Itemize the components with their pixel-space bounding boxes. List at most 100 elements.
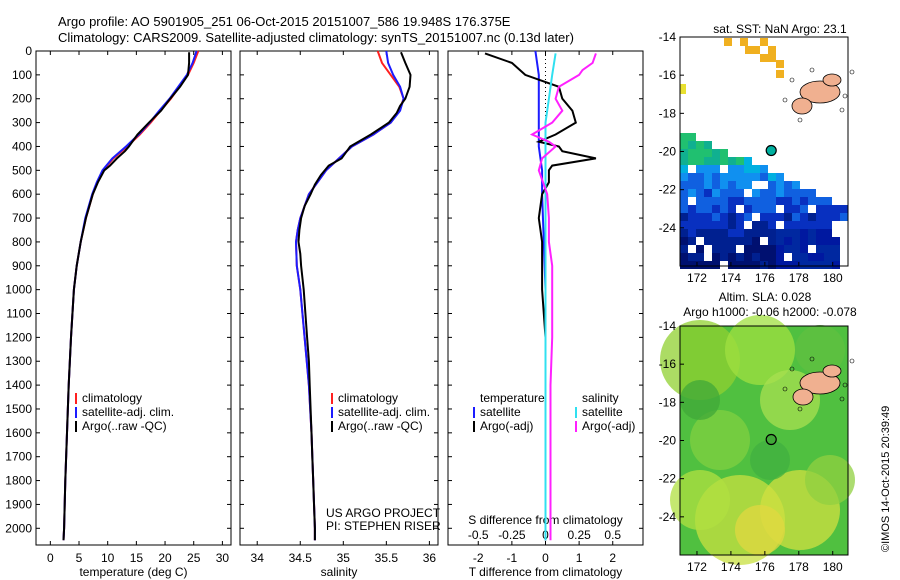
sst-cell xyxy=(816,229,824,237)
sst-cell xyxy=(720,221,728,229)
sst-cell-warm xyxy=(745,46,753,54)
sst-cell xyxy=(680,229,688,237)
sst-cell xyxy=(688,141,696,149)
sla-map-title: Altim. SLA: 0.028 xyxy=(719,290,812,304)
sst-cell xyxy=(840,205,848,213)
sst-cell xyxy=(680,149,688,157)
sst-cell xyxy=(784,213,792,221)
sst-cell xyxy=(712,245,720,253)
map-y-tick-label: -18 xyxy=(659,106,677,120)
sst-cell xyxy=(704,165,712,173)
sla-blob xyxy=(795,325,845,375)
sst-cell xyxy=(728,189,736,197)
sla-blob xyxy=(670,470,730,530)
map-x-tick-label: 180 xyxy=(823,560,843,574)
sst-cell xyxy=(704,261,712,269)
argo-position-marker xyxy=(765,144,777,157)
legend-title-salinity: salinity xyxy=(582,391,619,405)
sst-cell xyxy=(816,253,824,261)
sst-cell xyxy=(720,229,728,237)
sst-cell xyxy=(736,173,744,181)
map-y-tick-label: -16 xyxy=(659,357,677,371)
sst-cell xyxy=(720,237,728,245)
sst-cell xyxy=(792,197,800,205)
sst-cell xyxy=(832,253,840,261)
sst-cell xyxy=(744,165,752,173)
sst-cell xyxy=(744,237,752,245)
sst-cell xyxy=(720,149,728,157)
sst-cell xyxy=(760,173,768,181)
sst-cell xyxy=(784,205,792,213)
sst-cell xyxy=(736,237,744,245)
x-tick-label-salinity: 0.5 xyxy=(604,528,621,542)
sst-cell-warm xyxy=(724,38,732,46)
map-x-tick-label: 176 xyxy=(755,271,775,285)
sst-cell xyxy=(776,173,784,181)
sst-cell xyxy=(688,253,696,261)
reef-dot xyxy=(797,406,803,412)
sst-cell xyxy=(704,173,712,181)
sst-cell xyxy=(728,245,736,253)
x-tick-label: 10 xyxy=(101,551,115,565)
sst-cell xyxy=(776,253,784,261)
sst-cell-warm xyxy=(740,38,748,46)
profile-title: Argo profile: AO 5901905_251 06-Oct-2015… xyxy=(58,14,511,29)
sst-cell xyxy=(816,213,824,221)
sst-cell-warm xyxy=(768,54,776,62)
sst-cell xyxy=(816,237,824,245)
sst-cell xyxy=(760,221,768,229)
y-tick-label: 1100 xyxy=(6,307,32,321)
series-line-s_argo xyxy=(529,53,597,541)
sst-cell xyxy=(720,181,728,189)
sst-cell xyxy=(728,165,736,173)
island-shape xyxy=(799,80,841,104)
y-tick-label: 2000 xyxy=(5,521,32,535)
island-shape xyxy=(822,73,842,87)
sst-cell xyxy=(720,173,728,181)
map-x-tick-label: 174 xyxy=(721,560,741,574)
series-line-clim xyxy=(62,50,200,541)
x-tick-label: 34 xyxy=(251,551,265,565)
sst-cell xyxy=(712,197,720,205)
sst-cell xyxy=(760,205,768,213)
sst-cell xyxy=(704,237,712,245)
sst-cell xyxy=(712,165,720,173)
sst-cell-warm xyxy=(768,46,776,54)
y-tick-label: 700 xyxy=(12,211,32,225)
sst-cell xyxy=(688,221,696,229)
sst-cell xyxy=(792,205,800,213)
sst-cell xyxy=(728,213,736,221)
sst-cell xyxy=(800,245,808,253)
sst-cell xyxy=(768,189,776,197)
sst-cell xyxy=(832,261,840,269)
sst-cell xyxy=(784,197,792,205)
sst-cell xyxy=(784,229,792,237)
reef-dot xyxy=(839,396,845,402)
sst-cell xyxy=(752,165,760,173)
sst-cell xyxy=(736,253,744,261)
sst-cell xyxy=(728,221,736,229)
sst-cell xyxy=(768,229,776,237)
y-tick-label: 1400 xyxy=(5,378,32,392)
sst-cell-warm xyxy=(776,70,784,78)
sst-cell xyxy=(808,213,816,221)
sst-cell xyxy=(824,237,832,245)
sst-cell xyxy=(688,189,696,197)
sst-cell xyxy=(680,165,688,173)
map-y-tick-label: -22 xyxy=(659,183,677,197)
map-y-tick-label: -18 xyxy=(659,395,677,409)
sst-cell xyxy=(792,213,800,221)
sst-cell xyxy=(712,181,720,189)
map-x-tick-label: 180 xyxy=(823,271,843,285)
y-tick-label: 1500 xyxy=(5,402,32,416)
map-x-tick-label: 176 xyxy=(755,560,775,574)
sst-cell xyxy=(696,229,704,237)
sst-cell xyxy=(760,197,768,205)
x-axis-label: T difference from climatology xyxy=(469,565,623,579)
series-line-t_sat xyxy=(534,50,547,541)
sst-cell xyxy=(712,253,720,261)
sst-cell xyxy=(800,253,808,261)
sst-cell xyxy=(760,261,768,269)
sst-cell xyxy=(744,173,752,181)
sst-cell xyxy=(688,237,696,245)
